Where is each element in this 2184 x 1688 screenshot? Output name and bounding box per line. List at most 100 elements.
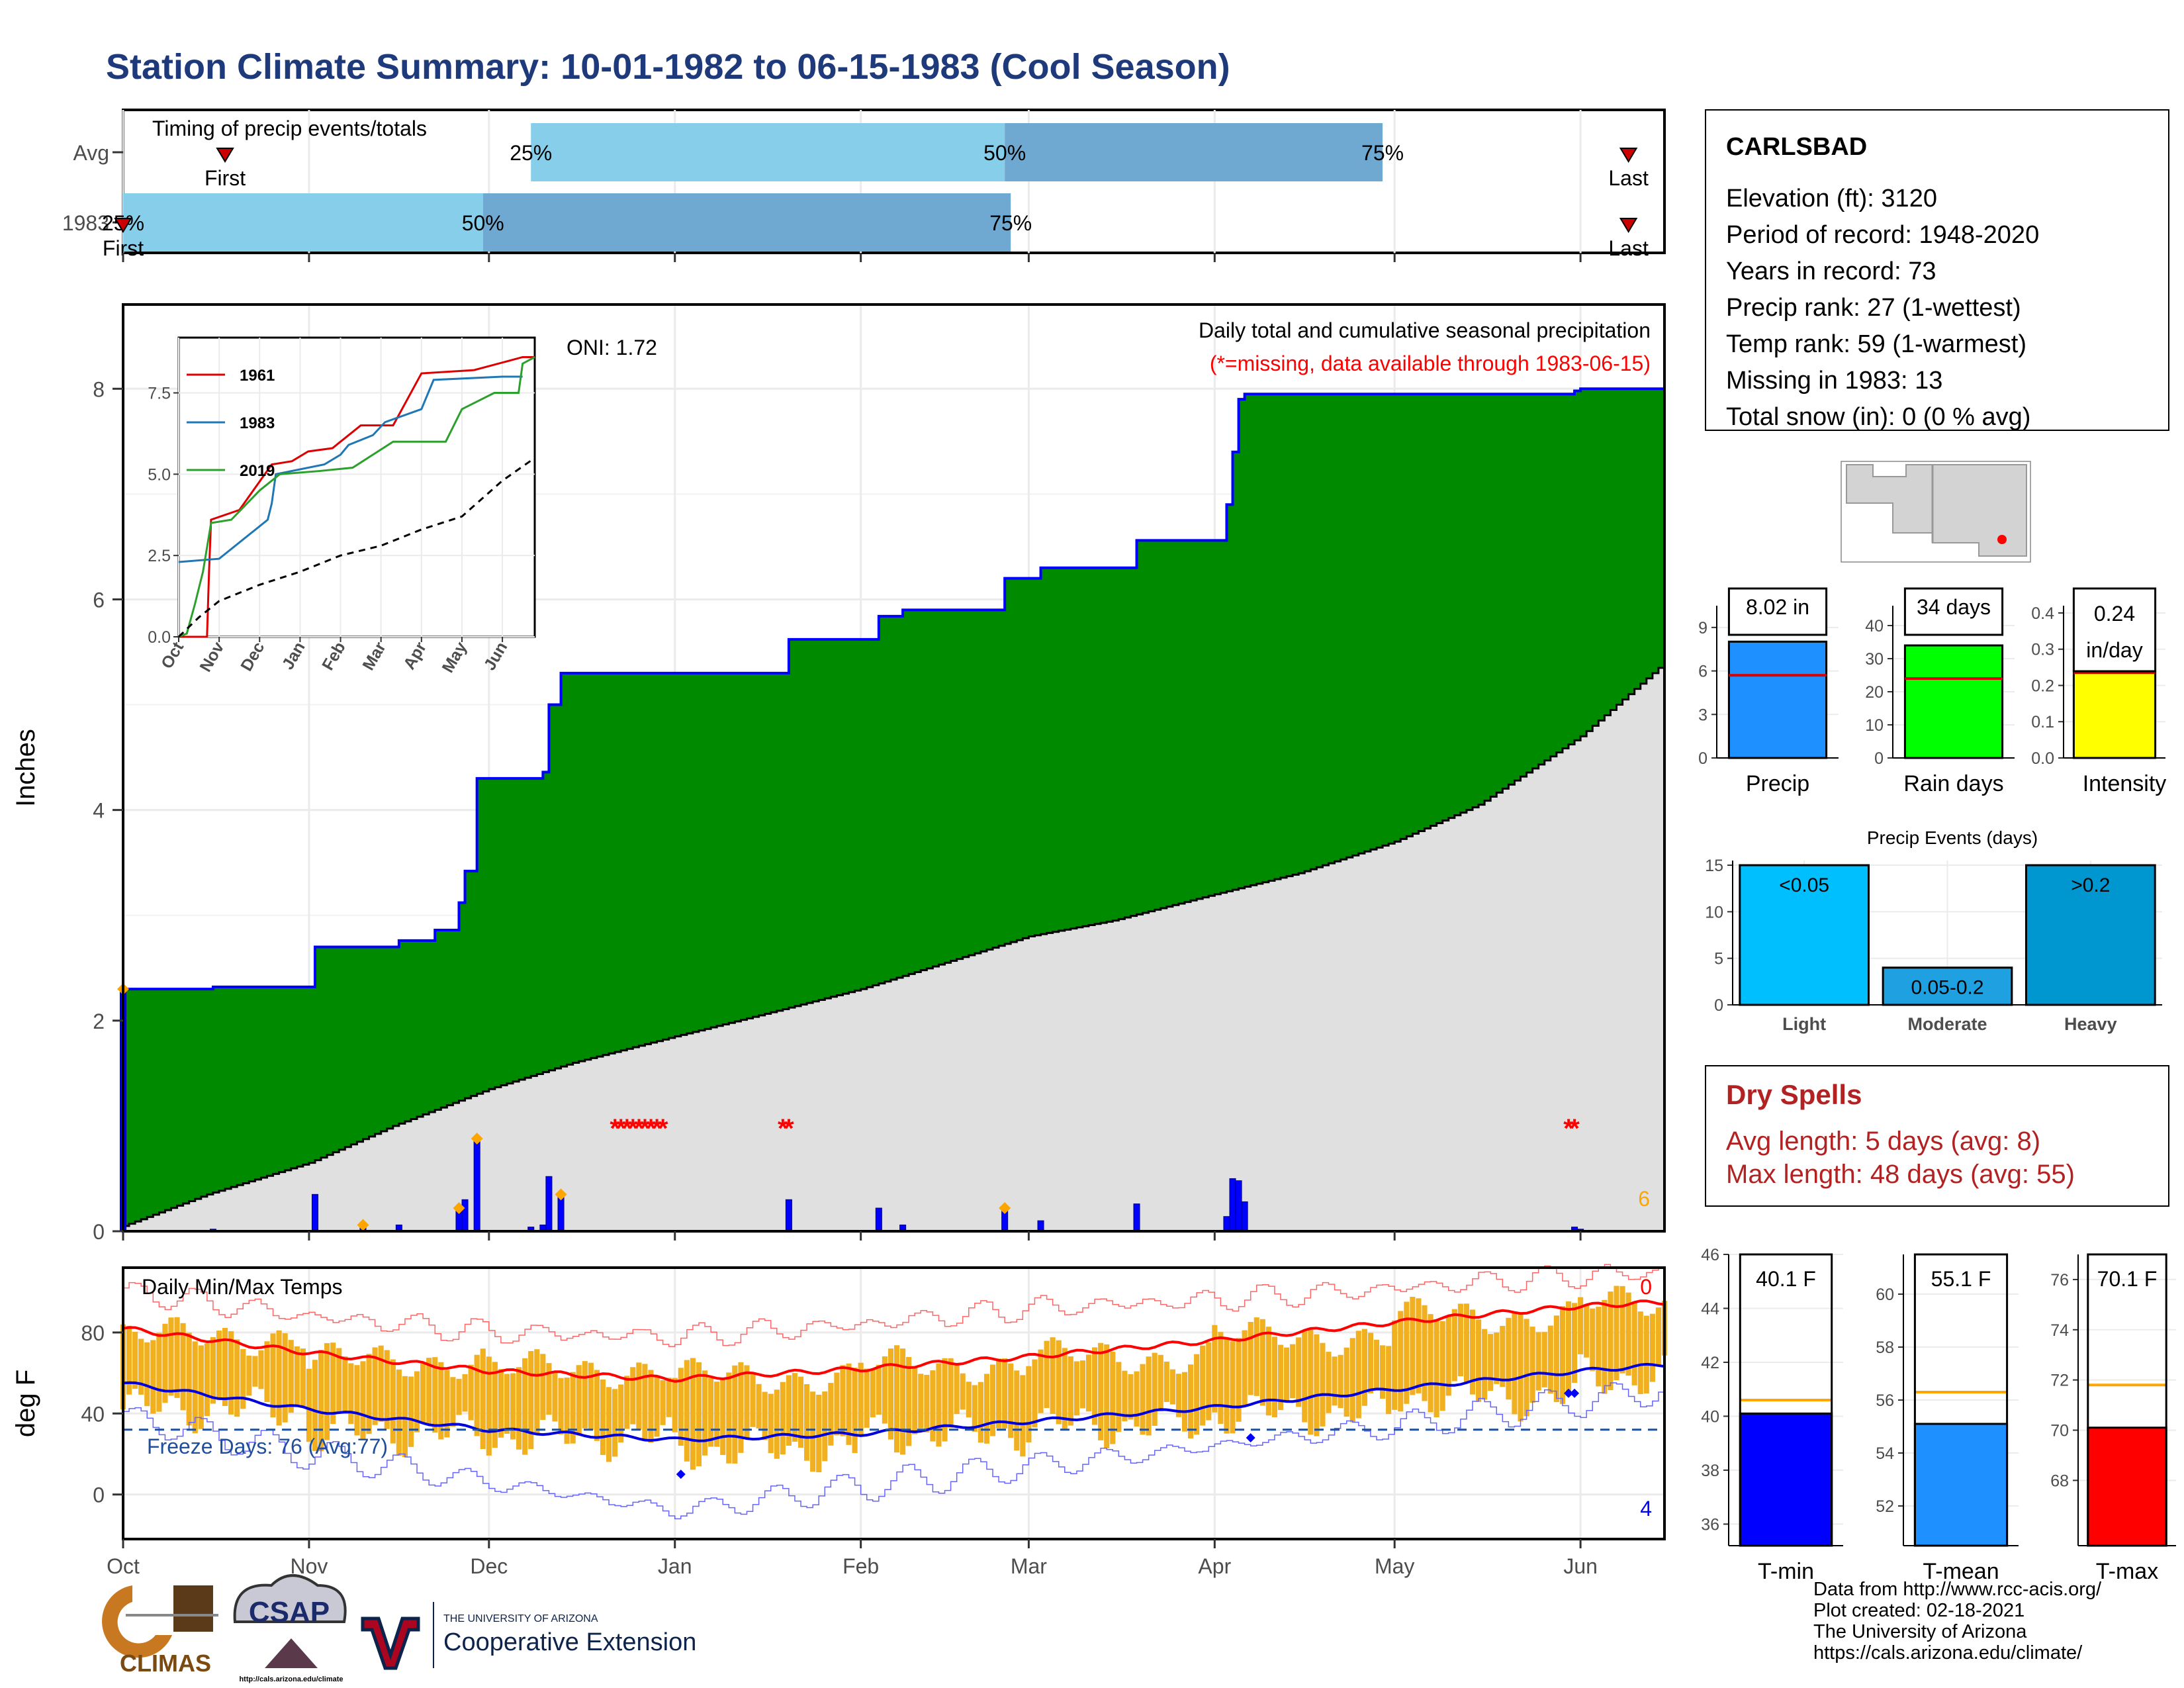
y-tick-label: 20	[1865, 683, 1884, 702]
daily-precip-bar	[785, 1199, 792, 1232]
daily-temp-bar	[1457, 1303, 1463, 1377]
quartile-bar-50-75	[1005, 123, 1383, 181]
daily-temp-bar	[1643, 1315, 1649, 1394]
daily-temp-bar	[1559, 1306, 1566, 1404]
daily-temp-bar	[1649, 1313, 1655, 1382]
y-tick-label: 15	[1705, 857, 1723, 875]
y-tick-label: 42	[1701, 1354, 1719, 1372]
value-label: 70.1 F	[2097, 1267, 2158, 1291]
daily-temp-bar	[462, 1374, 468, 1412]
y-tick-label: 68	[2050, 1472, 2069, 1490]
daily-temp-bar	[1314, 1334, 1320, 1436]
daily-temp-bar	[1524, 1319, 1529, 1417]
daily-temp-bar	[1476, 1319, 1482, 1402]
daily-temp-bar	[978, 1382, 983, 1443]
daily-precip-bar	[1037, 1220, 1044, 1232]
bar-outline	[1913, 1253, 2009, 1547]
last-marker	[1619, 148, 1638, 163]
daily-temp-bar	[1259, 1319, 1265, 1406]
inset-legend-label: 2019	[240, 462, 275, 480]
daily-temp-bar	[258, 1350, 264, 1389]
daily-temp-bar	[138, 1338, 144, 1395]
quartile-label: 25%	[510, 141, 552, 165]
daily-temp-bar	[893, 1345, 900, 1453]
event-bar	[1882, 966, 2013, 1006]
daily-temp-bar	[624, 1376, 630, 1429]
daily-temp-bar	[432, 1357, 438, 1433]
daily-temp-bar	[954, 1364, 960, 1415]
daily-temp-bar	[696, 1362, 702, 1467]
daily-temp-bar	[1236, 1338, 1242, 1422]
daily-temp-bar	[1386, 1346, 1392, 1415]
daily-temp-bar	[1512, 1313, 1518, 1415]
missing-day-mark: *	[784, 1114, 794, 1143]
daily-temp-bar	[1098, 1342, 1104, 1440]
first-marker	[114, 218, 132, 233]
quartile-bar-25-50	[531, 123, 1005, 181]
daily-temp-bar	[642, 1364, 648, 1439]
daily-temp-bar	[1169, 1369, 1175, 1405]
precip-marker	[471, 1133, 483, 1145]
daily-temp-bar	[834, 1372, 840, 1436]
last-marker	[1619, 218, 1638, 233]
daily-temp-bar	[762, 1391, 768, 1440]
y-tick-label: 0.4	[2031, 604, 2054, 623]
daily-temp-bar	[1085, 1354, 1092, 1412]
daily-temp-bar	[1547, 1325, 1553, 1394]
daily-temp-bar	[1416, 1298, 1422, 1393]
y-tick-label: 6	[1698, 663, 1707, 681]
dry-spells-frame	[1705, 1065, 2169, 1207]
tmin-chart: 36 38 40 42 44 46 40.1 F T-min	[1701, 1246, 1843, 1584]
daily-temp-bar	[1230, 1341, 1236, 1434]
daily-temp-bar	[1463, 1303, 1470, 1383]
station-info-line: Years in record: 73	[1726, 258, 1936, 285]
daily-temp-bar	[1163, 1361, 1169, 1402]
y-tick-label: 60	[1876, 1286, 1894, 1304]
quartile-label: 50%	[462, 211, 504, 235]
daily-temp-bar	[960, 1373, 966, 1410]
daily-temp-bar	[1596, 1307, 1602, 1387]
csap-url: http://cals.arizona.edu/climate	[239, 1675, 343, 1683]
daily-temp-bar	[396, 1369, 402, 1456]
missing-day-mark: *	[615, 1114, 626, 1143]
y-tick-label: 74	[2050, 1321, 2069, 1340]
location-map	[1841, 461, 2031, 563]
daily-temp-bar	[1445, 1316, 1451, 1396]
oni-label: ONI: 1.72	[567, 336, 657, 359]
x-label: Rain days	[1903, 771, 2003, 796]
y-tick-label: 0	[93, 1483, 105, 1507]
daily-temp-bar	[426, 1358, 432, 1425]
station-frame	[1705, 109, 2169, 431]
inset-series-line	[179, 355, 535, 638]
y-tick-label: 36	[1701, 1515, 1719, 1534]
daily-temp-bar	[210, 1336, 216, 1404]
precip-frame	[122, 303, 1666, 1233]
daily-temp-bar	[1002, 1358, 1008, 1429]
daily-temp-bar	[1134, 1371, 1140, 1427]
daily-temp-bar	[186, 1333, 192, 1426]
daily-temp-bar	[1038, 1349, 1044, 1413]
daily-temp-bar	[312, 1360, 318, 1452]
daily-temp-bar	[1044, 1340, 1050, 1409]
missing-day-mark: *	[1563, 1114, 1574, 1143]
daily-temp-bar	[1152, 1352, 1158, 1426]
daily-temp-bar	[366, 1354, 372, 1434]
y-tick-label: 54	[1876, 1444, 1894, 1463]
record-high-count: 0	[1640, 1275, 1652, 1299]
missing-day-mark: *	[658, 1114, 668, 1143]
daily-temp-bar	[1212, 1325, 1218, 1413]
first-label: First	[205, 166, 246, 190]
csap-mountain	[265, 1638, 318, 1668]
daily-temp-bar	[618, 1384, 624, 1443]
daily-temp-bar	[150, 1340, 156, 1414]
freeze-days-label: Freeze Days: 76 (Avg:77)	[147, 1434, 388, 1458]
daily-temp-bar	[1073, 1361, 1079, 1416]
daily-temp-bar	[1224, 1338, 1230, 1434]
daily-temp-bar	[738, 1362, 744, 1453]
daily-temp-bar	[804, 1384, 810, 1461]
precip_total-bar	[1727, 640, 1828, 759]
daily-temp-bar	[1529, 1327, 1535, 1403]
daily-temp-bar	[198, 1345, 204, 1429]
